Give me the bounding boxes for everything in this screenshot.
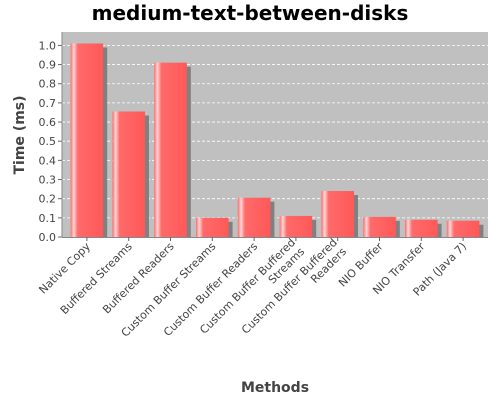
bar <box>195 217 229 237</box>
bar <box>321 191 355 237</box>
y-tick-label: 0.4 <box>39 154 57 167</box>
y-tick-label: 1.0 <box>39 39 57 52</box>
bar <box>70 43 104 237</box>
bar <box>279 215 313 237</box>
y-tick-label: 0.3 <box>39 174 57 187</box>
bars <box>70 43 484 237</box>
bar <box>237 197 271 237</box>
y-tick-label: 0.8 <box>39 78 57 91</box>
y-tick-label: 0.6 <box>39 116 57 129</box>
y-tick-label: 0.1 <box>39 212 57 225</box>
y-tick-label: 0.2 <box>39 193 57 206</box>
bar <box>154 62 187 237</box>
y-tick-label: 0.5 <box>39 135 57 148</box>
x-tick-label: Buffered Readers <box>100 240 177 317</box>
x-axis-label: Methods <box>241 380 309 396</box>
x-tick-label-line: Buffered Streams <box>58 240 135 317</box>
y-tick-label: 0.7 <box>39 97 57 110</box>
bar <box>404 219 438 237</box>
bar <box>363 216 396 237</box>
x-tick-label: Buffered Streams <box>58 240 135 317</box>
y-tick-label: 0.0 <box>39 231 57 244</box>
y-tick-label: 0.9 <box>39 59 57 72</box>
bar <box>112 111 146 237</box>
bar <box>446 220 480 237</box>
y-axis-label: Time (ms) <box>12 95 28 174</box>
y-axis: 0.0 0.1 0.2 0.3 0.4 0.5 0.6 0.7 0.8 0.9 1.0 <box>39 32 63 244</box>
x-tick-label-line: Buffered Readers <box>100 240 177 317</box>
chart-title: medium-text-between-disks <box>92 1 409 25</box>
